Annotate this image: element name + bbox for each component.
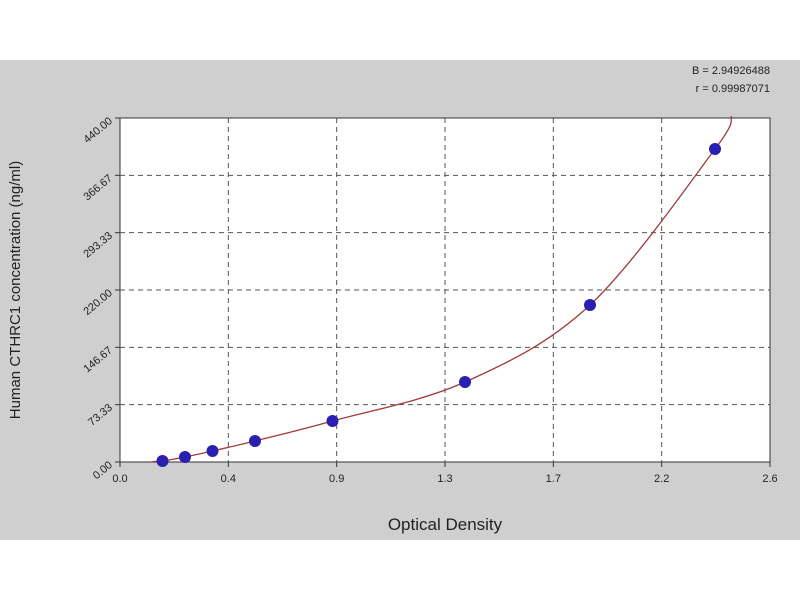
point xyxy=(179,450,191,463)
point xyxy=(249,434,261,447)
x-tick-label: 0.0 xyxy=(112,473,127,485)
point xyxy=(156,454,169,467)
y-axis-label: Human CTHRC1 concentration (ng/ml) xyxy=(7,161,24,419)
point xyxy=(326,415,339,428)
annotation: r = 0.99987071 xyxy=(696,83,770,95)
x-tick-label: 1.3 xyxy=(437,473,452,485)
point xyxy=(206,444,219,457)
x-tick-label: 0.9 xyxy=(329,473,344,485)
point xyxy=(584,299,596,312)
x-tick-label: 2.2 xyxy=(654,473,669,485)
x-tick-label: 2.6 xyxy=(762,473,777,485)
point xyxy=(709,143,721,156)
point xyxy=(459,376,471,389)
x-tick-label: 0.4 xyxy=(221,473,236,485)
x-axis-label: Optical Density xyxy=(388,515,503,534)
annotation: B = 2.94926488 xyxy=(692,65,770,77)
x-tick-label: 1.7 xyxy=(546,473,561,485)
